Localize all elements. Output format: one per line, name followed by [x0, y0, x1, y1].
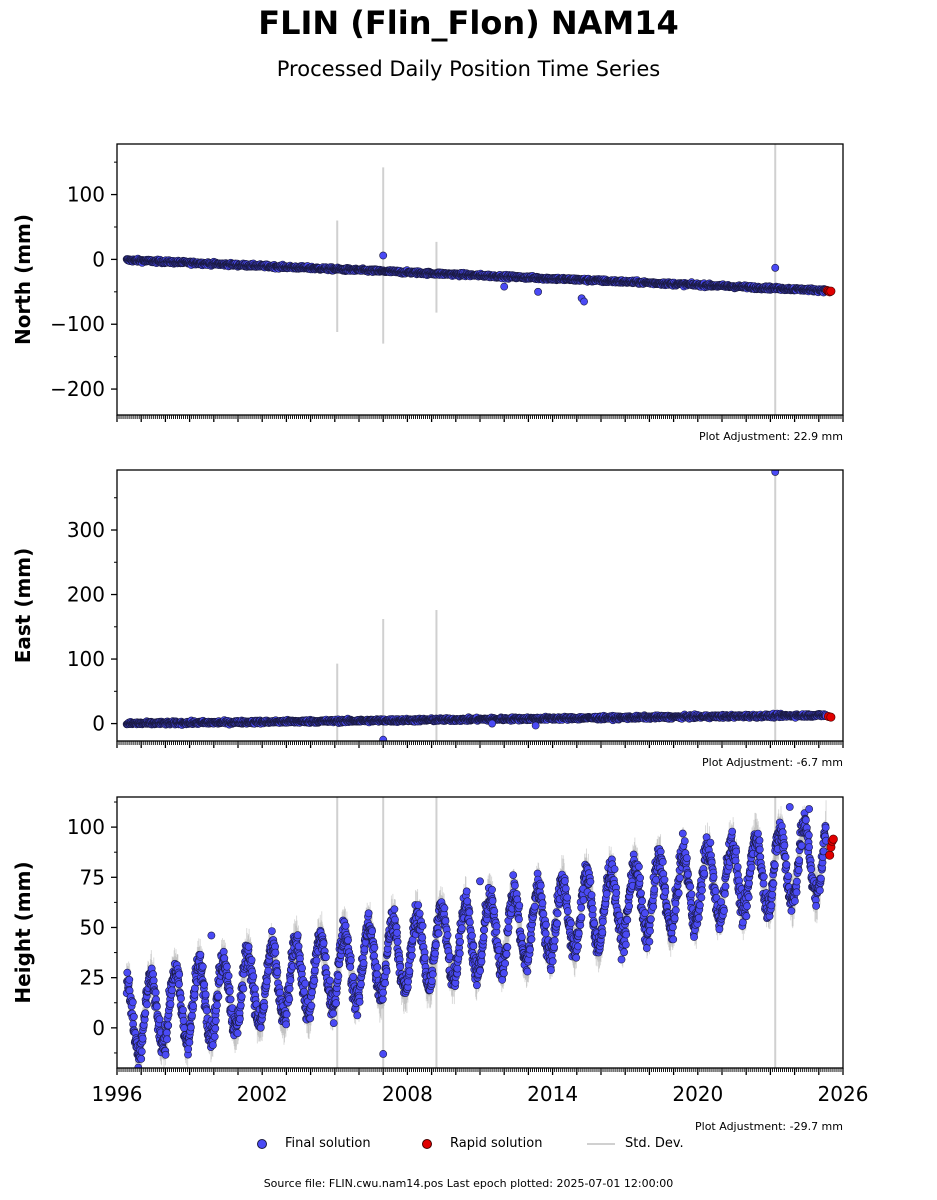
panel-1: 0 100 200 300 East (mm) Plot Adjustment: -6.7… — [11, 469, 844, 769]
plot-area-2 — [122, 797, 838, 1068]
y-tick-label: −200 — [50, 377, 105, 401]
y-tick-label: 200 — [67, 583, 105, 607]
final-solution-point — [500, 282, 509, 291]
plot-area-1 — [122, 470, 836, 741]
y-tick-label: 100 — [67, 183, 105, 207]
y-tick-label: 0 — [92, 247, 105, 271]
plot-adjustment-label: Plot Adjustment: 22.9 mm — [699, 430, 843, 443]
rapid-solution-point — [826, 712, 836, 722]
final-solution-point — [771, 263, 780, 272]
chart-subtitle: Processed Daily Position Time Series — [276, 57, 661, 81]
y-tick-label: 100 — [67, 647, 105, 671]
y-tick-label: −100 — [50, 312, 105, 336]
final-solution-point — [379, 251, 388, 260]
plot-adjustment-label: Plot Adjustment: -6.7 mm — [702, 756, 843, 769]
chart-title: FLIN (Flin_Flon) NAM14 — [258, 4, 679, 42]
rapid-solution-point — [826, 286, 836, 296]
y-axis-label: East (mm) — [11, 548, 35, 664]
final-solution-point — [488, 719, 496, 728]
final-solution-point — [580, 297, 588, 306]
final-solution-point — [531, 721, 540, 730]
panel-0: −200 −100 0 100 North (mm) Plot Adjustment: 2… — [11, 143, 844, 443]
final-solution-point — [534, 287, 542, 296]
plot-area-0 — [122, 144, 836, 415]
plot-frame — [116, 469, 844, 742]
y-tick-label: 0 — [92, 712, 105, 736]
y-tick-label: 300 — [67, 518, 105, 542]
y-axis-label: North (mm) — [11, 214, 35, 345]
